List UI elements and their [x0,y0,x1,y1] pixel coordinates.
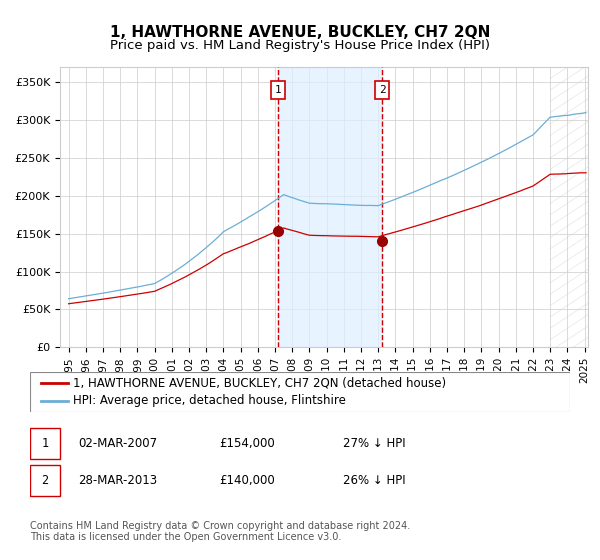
Text: 1, HAWTHORNE AVENUE, BUCKLEY, CH7 2QN (detached house): 1, HAWTHORNE AVENUE, BUCKLEY, CH7 2QN (d… [73,377,446,390]
Text: 2: 2 [379,85,386,95]
FancyBboxPatch shape [30,372,570,412]
Text: 28-MAR-2013: 28-MAR-2013 [79,474,158,487]
Text: 1: 1 [274,85,281,95]
Text: Contains HM Land Registry data © Crown copyright and database right 2024.
This d: Contains HM Land Registry data © Crown c… [30,521,410,543]
FancyBboxPatch shape [30,465,60,496]
Text: 27% ↓ HPI: 27% ↓ HPI [343,437,406,450]
Text: 1, HAWTHORNE AVENUE, BUCKLEY, CH7 2QN: 1, HAWTHORNE AVENUE, BUCKLEY, CH7 2QN [110,25,490,40]
Bar [278,67,382,347]
Text: 2: 2 [41,474,49,487]
Text: Price paid vs. HM Land Registry's House Price Index (HPI): Price paid vs. HM Land Registry's House … [110,39,490,52]
Text: 26% ↓ HPI: 26% ↓ HPI [343,474,406,487]
FancyBboxPatch shape [271,81,284,99]
Text: 1: 1 [41,437,49,450]
Text: 02-MAR-2007: 02-MAR-2007 [79,437,158,450]
Text: £154,000: £154,000 [219,437,275,450]
Text: HPI: Average price, detached house, Flintshire: HPI: Average price, detached house, Flin… [73,394,346,407]
Text: £140,000: £140,000 [219,474,275,487]
FancyBboxPatch shape [30,428,60,459]
FancyBboxPatch shape [375,81,389,99]
